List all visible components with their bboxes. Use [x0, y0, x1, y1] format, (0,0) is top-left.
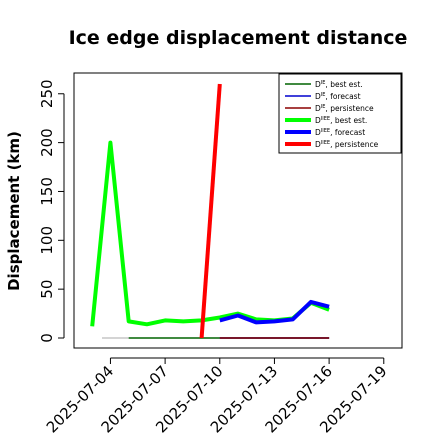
legend-label: DIIEE, best est.: [315, 116, 367, 125]
chart-title: Ice edge displacement distance: [69, 27, 408, 49]
legend-label: DIIEE, forecast: [315, 128, 365, 137]
series-line-5: [219, 299, 330, 325]
series-layer: [90, 83, 330, 339]
legend-label: DIE, persistence: [315, 104, 374, 113]
y-axis-label: Displacement (km): [5, 131, 23, 291]
y-tick-label: 100: [38, 226, 56, 255]
legend: DIE, best est. DIE, forecast DIE, persiste…: [278, 73, 402, 154]
plot-frame: [73, 72, 403, 349]
y-tick-label: 200: [38, 128, 56, 157]
y-tick-label: 250: [38, 79, 56, 108]
x-axis: 2025-07-042025-07-072025-07-102025-07-13…: [43, 357, 391, 436]
legend-label: DIE, best est.: [315, 80, 363, 89]
series-line-6: [199, 83, 222, 339]
y-tick-label: 50: [38, 280, 56, 299]
legend-box: [278, 73, 402, 154]
y-tick-label: 0: [38, 333, 56, 343]
legend-label: DIIEE, persistence: [315, 140, 379, 149]
y-tick-label: 150: [38, 177, 56, 206]
legend-label: DIE, forecast: [315, 92, 361, 101]
y-axis: 0 50 100 150 200 250: [38, 79, 65, 343]
